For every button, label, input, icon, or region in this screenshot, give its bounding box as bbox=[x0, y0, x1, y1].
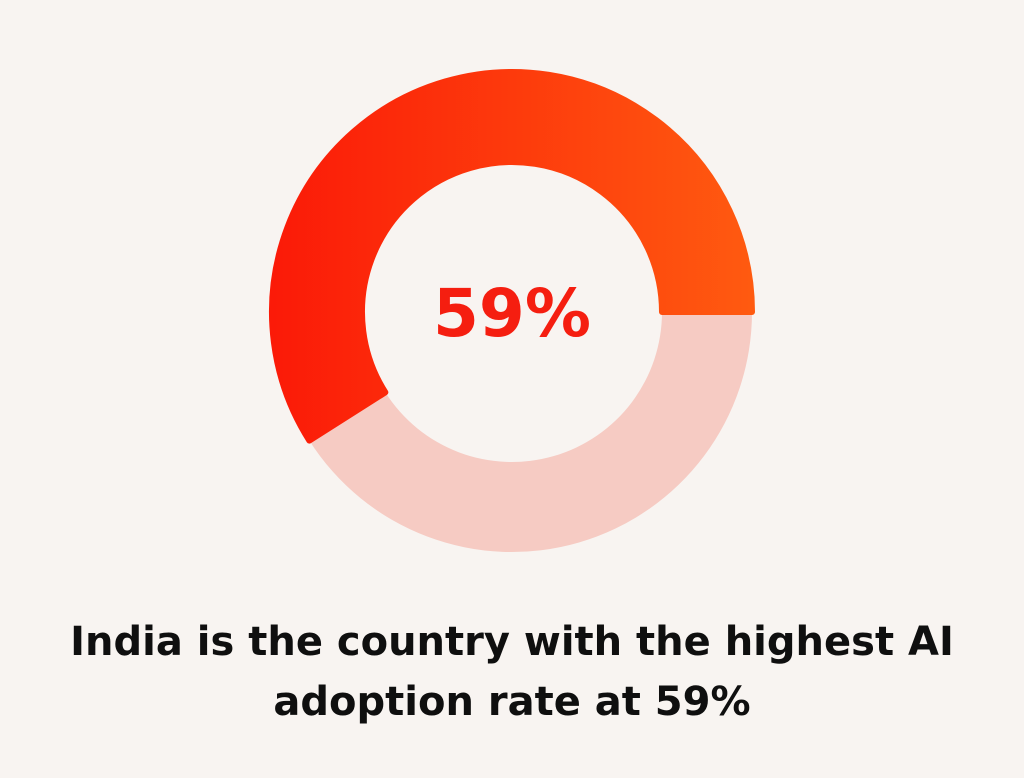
center-value-label: 59% bbox=[433, 275, 591, 352]
caption: India is the country with the highest AI… bbox=[0, 612, 1024, 732]
donut-chart: 59% bbox=[269, 69, 755, 552]
donut-slice-highlight bbox=[269, 69, 755, 444]
caption-line-2: adoption rate at 59% bbox=[273, 679, 751, 725]
donut-slice-remainder bbox=[309, 312, 752, 552]
caption-line-1: India is the country with the highest AI bbox=[70, 619, 954, 665]
